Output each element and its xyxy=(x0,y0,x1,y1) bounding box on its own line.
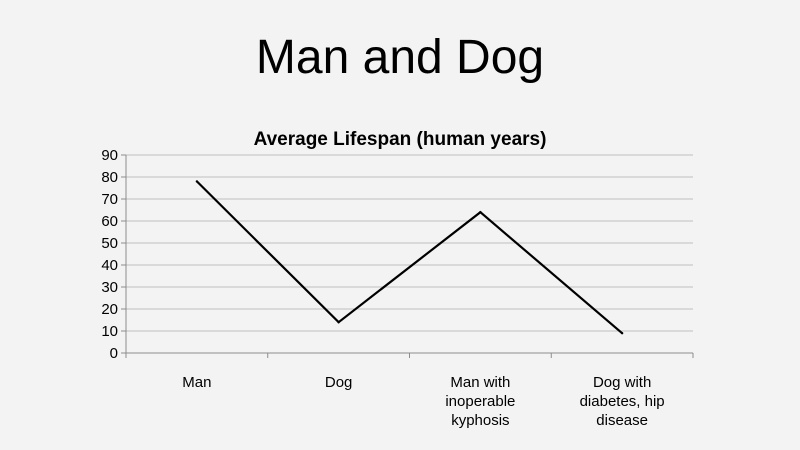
x-tick-label-3: Dog with diabetes, hip disease xyxy=(580,374,665,429)
x-tick-label-1: Dog xyxy=(325,374,353,391)
y-tick-label-30: 30 xyxy=(101,279,118,296)
y-tick-label-40: 40 xyxy=(101,257,118,274)
data-point-0 xyxy=(195,180,199,183)
y-tick-label-60: 60 xyxy=(101,213,118,230)
data-point-3 xyxy=(620,332,624,335)
y-tick-label-0: 0 xyxy=(110,345,118,362)
data-point-2 xyxy=(479,211,482,214)
y-tick-label-20: 20 xyxy=(101,301,118,318)
y-tick-label-80: 80 xyxy=(101,169,118,186)
data-point-1 xyxy=(337,321,340,324)
x-tick-label-2: Man with inoperable kyphosis xyxy=(445,374,515,429)
y-tick-label-90: 90 xyxy=(101,147,118,164)
x-tick-label-0: Man xyxy=(182,374,211,391)
y-tick-label-50: 50 xyxy=(101,235,118,252)
chart-title: Average Lifespan (human years) xyxy=(254,129,547,150)
slide-title: Man and Dog xyxy=(255,31,545,84)
y-tick-label-10: 10 xyxy=(101,323,118,340)
y-tick-label-70: 70 xyxy=(101,191,118,208)
series-line xyxy=(196,180,623,335)
